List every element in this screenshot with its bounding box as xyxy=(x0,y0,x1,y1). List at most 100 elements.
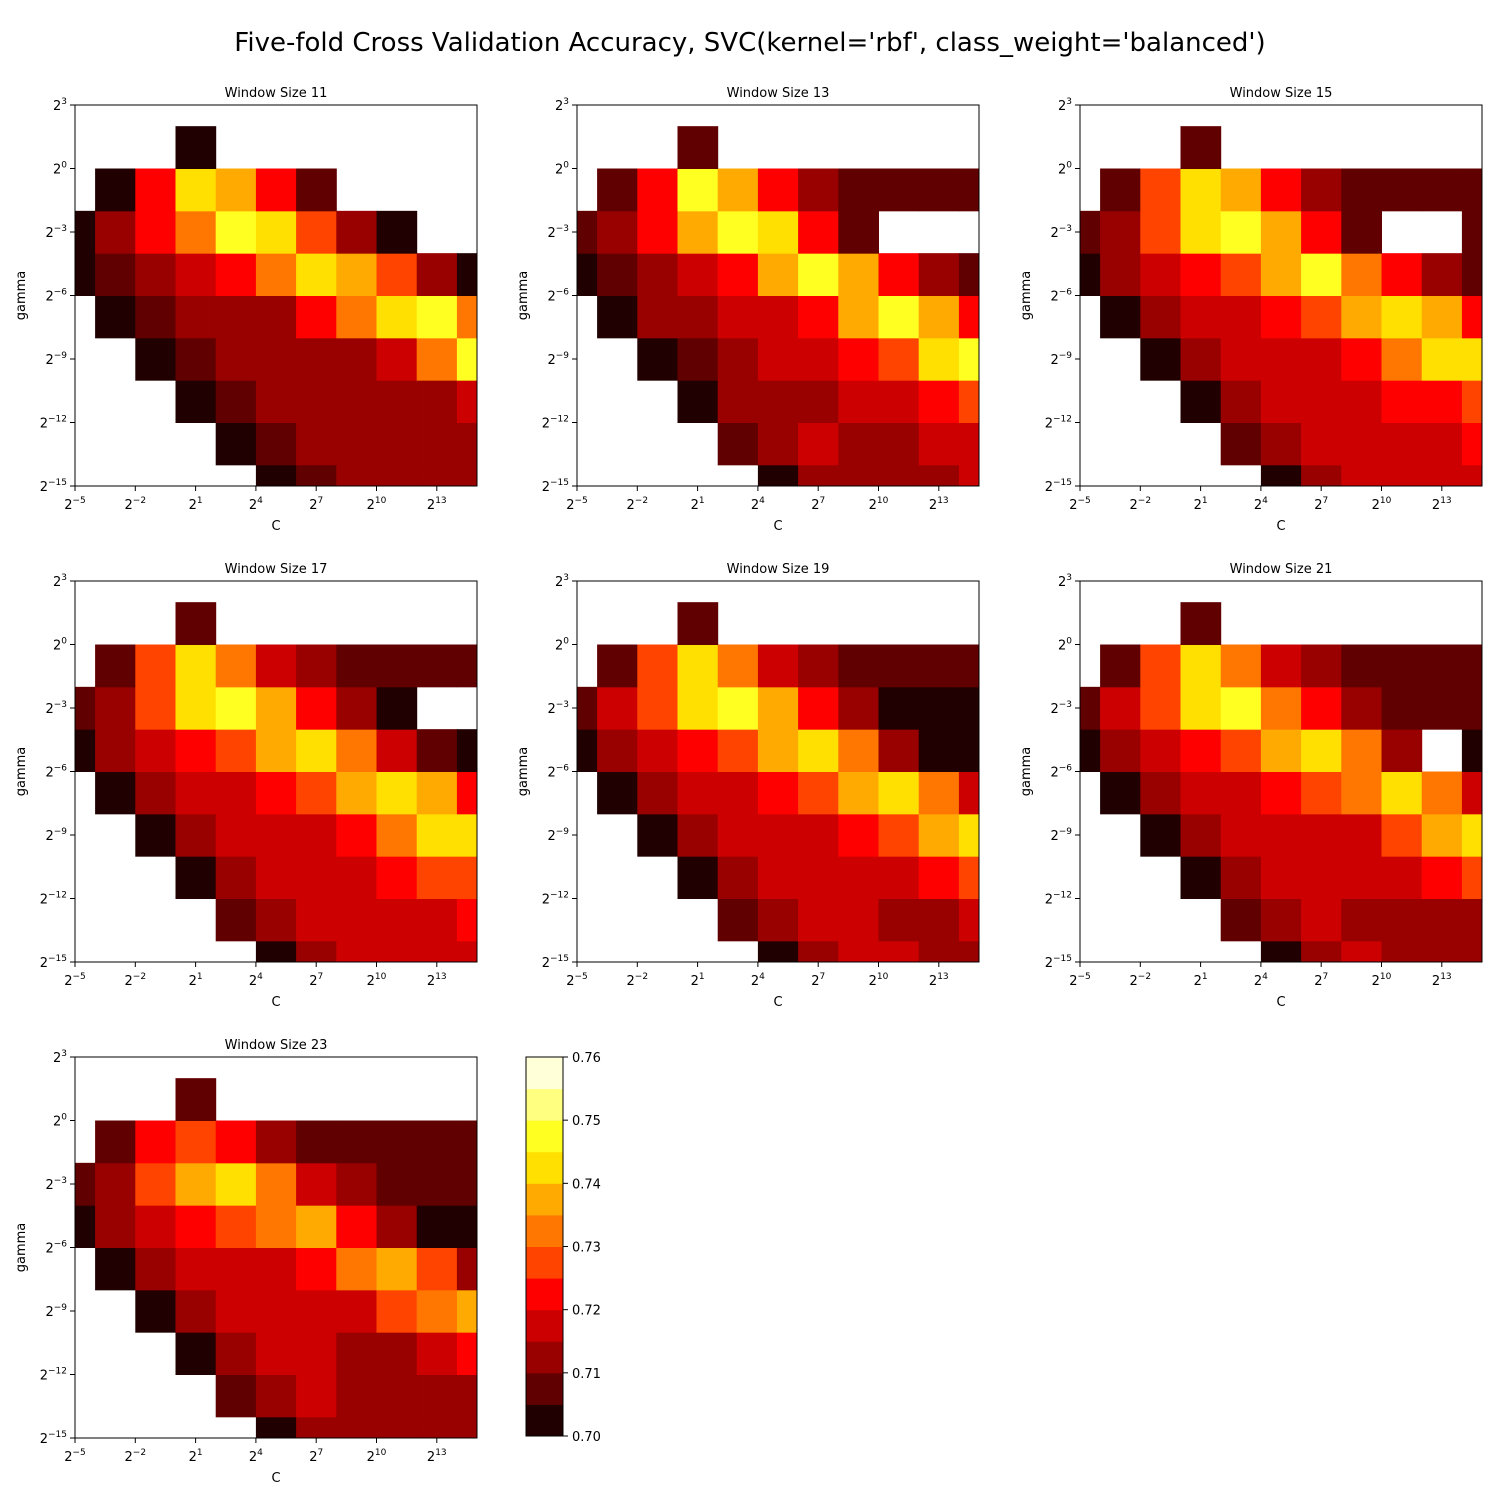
y-tick-label: 2−6 xyxy=(1050,288,1072,305)
y-tick-label-exponent: −3 xyxy=(556,700,569,710)
heatmap-cell xyxy=(1421,464,1463,487)
x-tick-label-exponent: 10 xyxy=(877,496,889,506)
x-tick-label-base: 2 xyxy=(1372,974,1380,989)
heatmap-cell xyxy=(255,771,297,815)
heatmap-cell xyxy=(336,1247,377,1291)
x-tick-label-base: 2 xyxy=(1130,498,1138,513)
x-tick-label-exponent: 7 xyxy=(1322,972,1328,982)
y-tick-label-base: 2 xyxy=(53,1051,61,1066)
heatmap-cell xyxy=(215,380,257,423)
heatmap-cell xyxy=(296,1120,337,1164)
x-tick-label-exponent: 4 xyxy=(759,972,765,982)
y-tick-label: 2−15 xyxy=(1045,954,1072,971)
heatmap-cell xyxy=(135,1162,176,1206)
x-tick-label-exponent: 4 xyxy=(1262,972,1268,982)
heatmap-cell xyxy=(838,253,879,296)
heatmap-cell xyxy=(1421,644,1463,688)
y-tick-label: 2−15 xyxy=(40,954,67,971)
heatmap-cell xyxy=(135,686,176,730)
y-axis-label: gamma xyxy=(14,747,29,797)
heatmap-cell xyxy=(215,1205,257,1248)
heatmap-cell xyxy=(416,295,458,339)
y-tick-label: 2−3 xyxy=(547,224,569,241)
heatmap-cell xyxy=(135,1120,176,1164)
heatmap-cell xyxy=(376,1416,418,1439)
heatmap-cell xyxy=(1461,337,1483,381)
heatmap-cell xyxy=(1260,856,1302,899)
x-tick-label-exponent: 7 xyxy=(317,496,323,506)
heatmap-cell xyxy=(336,771,377,815)
contour-panel: Window Size 132−5 2−2 21 24 27 210 21323202−32… xyxy=(516,86,980,534)
x-tick-label-exponent: 1 xyxy=(197,1448,203,1458)
y-tick-label-base: 2 xyxy=(1050,290,1058,305)
heatmap-cell xyxy=(878,295,920,339)
y-tick-label-exponent: −6 xyxy=(54,764,68,774)
heatmap-cell xyxy=(135,644,176,688)
heatmap-cell xyxy=(296,771,337,815)
y-tick-label-base: 2 xyxy=(555,163,563,178)
y-tick-label: 2−12 xyxy=(40,1367,67,1384)
heatmap-cell xyxy=(336,856,377,899)
heatmap-cell xyxy=(577,729,598,772)
heatmap-cell xyxy=(1220,210,1262,254)
heatmap-cell xyxy=(376,1289,418,1333)
y-tick-label-base: 2 xyxy=(45,290,53,305)
heatmap-cell xyxy=(838,940,879,963)
colorbar-swatch xyxy=(526,1341,563,1374)
heatmap-cell xyxy=(336,813,377,857)
heatmap-cell xyxy=(376,295,418,339)
heatmap-cell xyxy=(717,686,759,730)
y-tick-label-exponent: −12 xyxy=(550,891,569,901)
heatmap-cell xyxy=(757,729,799,772)
y-tick-label: 20 xyxy=(555,161,569,178)
heatmap-cell xyxy=(376,422,418,466)
x-tick-label-base: 2 xyxy=(367,498,375,513)
y-tick-label-base: 2 xyxy=(45,829,53,844)
heatmap-cell xyxy=(255,940,297,963)
y-tick-label-base: 2 xyxy=(45,353,53,368)
heatmap-cell xyxy=(1381,940,1423,963)
x-tick-label-exponent: −2 xyxy=(133,1448,146,1458)
x-tick-label-base: 2 xyxy=(125,1450,133,1465)
heatmap-cell xyxy=(175,1120,217,1164)
x-tick-label-base: 2 xyxy=(64,1450,72,1465)
heatmap-cell xyxy=(296,686,337,730)
heatmap-cell xyxy=(296,380,337,423)
x-tick-label: 210 xyxy=(367,496,387,513)
x-tick-label-base: 2 xyxy=(427,498,435,513)
heatmap-cell xyxy=(878,253,920,296)
heatmap-cell xyxy=(838,295,879,339)
y-tick-label-exponent: −12 xyxy=(550,415,569,425)
heatmap-cell xyxy=(255,168,297,212)
heatmap-cell xyxy=(1220,422,1262,466)
heatmap-cell xyxy=(296,168,337,212)
y-tick-label-base: 2 xyxy=(542,480,550,495)
y-tick-label-base: 2 xyxy=(542,417,550,432)
heatmap-cell xyxy=(1461,813,1483,857)
x-tick-label-exponent: 7 xyxy=(1322,496,1328,506)
heatmap-cell xyxy=(215,1120,257,1164)
heatmap-cell xyxy=(1301,253,1342,296)
x-tick-label: 2−5 xyxy=(566,496,588,513)
y-tick-label: 2−3 xyxy=(45,1176,67,1193)
heatmap-cell xyxy=(1421,422,1463,466)
heatmap-cell xyxy=(255,898,297,942)
heatmap-cell xyxy=(416,1289,458,1333)
heatmap-cell xyxy=(175,729,217,772)
y-tick-label-base: 2 xyxy=(1058,575,1066,590)
x-tick-label-base: 2 xyxy=(1194,498,1202,513)
heatmap-cell xyxy=(1260,813,1302,857)
y-tick-label-exponent: −6 xyxy=(556,288,570,298)
y-tick-label: 20 xyxy=(53,161,67,178)
heatmap-cell xyxy=(597,253,638,296)
heatmap-cell xyxy=(878,686,920,730)
colorbar-tick-label: 0.76 xyxy=(572,1051,601,1066)
y-tick-label-base: 2 xyxy=(1050,766,1058,781)
heatmap-cell xyxy=(1100,253,1141,296)
heatmap-cell xyxy=(255,464,297,487)
heatmap-cell xyxy=(175,813,217,857)
y-tick-label: 2−12 xyxy=(542,891,569,908)
x-tick-label-base: 2 xyxy=(751,498,759,513)
heatmap-cell xyxy=(296,940,337,963)
y-tick-label: 2−3 xyxy=(1050,224,1072,241)
